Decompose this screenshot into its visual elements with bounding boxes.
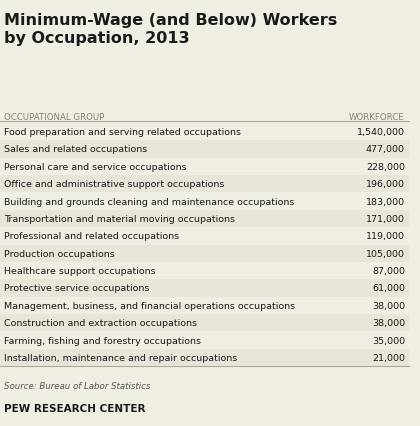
Text: Minimum-Wage (and Below) Workers
by Occupation, 2013: Minimum-Wage (and Below) Workers by Occu… xyxy=(4,13,337,46)
Text: PEW RESEARCH CENTER: PEW RESEARCH CENTER xyxy=(4,403,146,413)
Text: Professional and related occupations: Professional and related occupations xyxy=(4,232,179,241)
FancyBboxPatch shape xyxy=(0,141,409,158)
Text: Transportation and material moving occupations: Transportation and material moving occup… xyxy=(4,214,235,223)
Text: 105,000: 105,000 xyxy=(366,249,405,258)
Text: Office and administrative support occupations: Office and administrative support occupa… xyxy=(4,180,224,189)
Text: 21,000: 21,000 xyxy=(372,353,405,362)
Text: Building and grounds cleaning and maintenance occupations: Building and grounds cleaning and mainte… xyxy=(4,197,294,206)
Text: 87,000: 87,000 xyxy=(372,267,405,276)
Text: Farming, fishing and forestry occupations: Farming, fishing and forestry occupation… xyxy=(4,336,201,345)
FancyBboxPatch shape xyxy=(0,124,409,141)
Text: 119,000: 119,000 xyxy=(366,232,405,241)
Text: Production occupations: Production occupations xyxy=(4,249,115,258)
Text: 228,000: 228,000 xyxy=(366,162,405,171)
Text: 61,000: 61,000 xyxy=(372,284,405,293)
FancyBboxPatch shape xyxy=(0,332,409,349)
Text: Protective service occupations: Protective service occupations xyxy=(4,284,150,293)
Text: Source: Bureau of Labor Statistics: Source: Bureau of Labor Statistics xyxy=(4,381,150,390)
Text: 38,000: 38,000 xyxy=(372,319,405,328)
FancyBboxPatch shape xyxy=(0,193,409,210)
Text: Construction and extraction occupations: Construction and extraction occupations xyxy=(4,319,197,328)
Text: 35,000: 35,000 xyxy=(372,336,405,345)
FancyBboxPatch shape xyxy=(0,227,409,245)
Text: 183,000: 183,000 xyxy=(366,197,405,206)
Text: Sales and related occupations: Sales and related occupations xyxy=(4,145,147,154)
FancyBboxPatch shape xyxy=(0,314,409,332)
FancyBboxPatch shape xyxy=(0,297,409,314)
Text: Installation, maintenance and repair occupations: Installation, maintenance and repair occ… xyxy=(4,353,237,362)
Text: Management, business, and financial operations occupations: Management, business, and financial oper… xyxy=(4,301,295,310)
Text: 171,000: 171,000 xyxy=(366,214,405,223)
FancyBboxPatch shape xyxy=(0,176,409,193)
FancyBboxPatch shape xyxy=(0,349,409,366)
Text: Food preparation and serving related occupations: Food preparation and serving related occ… xyxy=(4,128,241,137)
Text: Personal care and service occupations: Personal care and service occupations xyxy=(4,162,187,171)
FancyBboxPatch shape xyxy=(0,279,409,297)
Text: OCCUPATIONAL GROUP: OCCUPATIONAL GROUP xyxy=(4,113,105,122)
Text: 38,000: 38,000 xyxy=(372,301,405,310)
Text: Healthcare support occupations: Healthcare support occupations xyxy=(4,267,156,276)
FancyBboxPatch shape xyxy=(0,210,409,227)
Text: 477,000: 477,000 xyxy=(366,145,405,154)
FancyBboxPatch shape xyxy=(0,262,409,279)
FancyBboxPatch shape xyxy=(0,158,409,176)
Text: 196,000: 196,000 xyxy=(366,180,405,189)
FancyBboxPatch shape xyxy=(0,245,409,262)
Text: WORKFORCE: WORKFORCE xyxy=(349,113,405,122)
Text: 1,540,000: 1,540,000 xyxy=(357,128,405,137)
